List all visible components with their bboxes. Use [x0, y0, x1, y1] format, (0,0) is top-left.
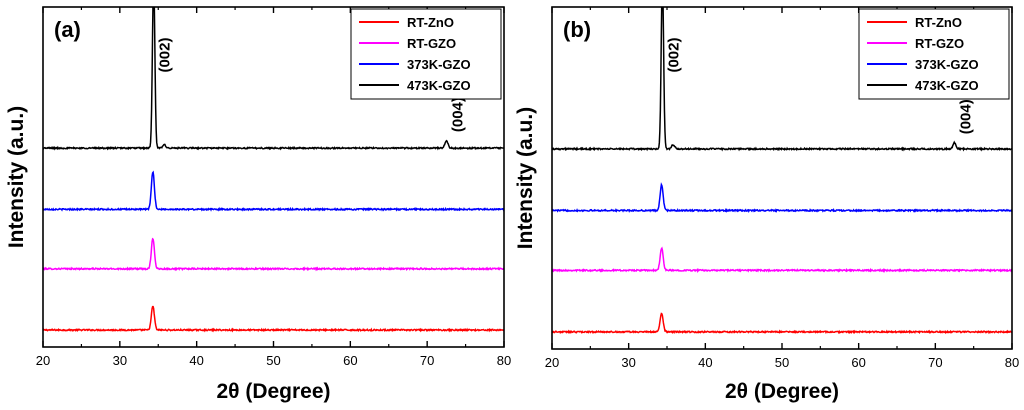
x-tick-label: 70: [420, 353, 434, 368]
x-axis-title: 2θ (Degree): [725, 380, 839, 403]
panel-a: 20 30 40 50 60 70 80 2θ (Degree) Intensity (a.u.…: [5, 6, 511, 403]
legend-label: 373K-GZO: [407, 57, 471, 72]
series-line-rt-zno: [552, 312, 1012, 335]
legend-label: 473K-GZO: [407, 78, 471, 93]
series-line-473k-gzo: [552, 7, 1012, 152]
series-line-373k-gzo: [552, 182, 1012, 213]
x-tick-label: 40: [698, 355, 712, 370]
legend-label: RT-ZnO: [915, 15, 962, 30]
x-tick-label: 50: [775, 355, 789, 370]
peak-label: (002): [665, 37, 682, 72]
x-axis-title: 2θ (Degree): [216, 380, 330, 403]
series-line-rt-gzo: [552, 246, 1012, 274]
x-tick-label: 40: [189, 353, 203, 368]
panel-label: (b): [563, 17, 591, 42]
legend-label: RT-GZO: [915, 36, 964, 51]
panel-b: 20 30 40 50 60 70 80 2θ (Degree) Intensity (a.u.…: [514, 6, 1019, 403]
panel-label: (a): [54, 17, 81, 42]
x-tick-label: 80: [1005, 355, 1019, 370]
legend-label: RT-GZO: [407, 36, 456, 51]
peak-label: (004): [449, 97, 466, 132]
x-tick-label: 50: [266, 353, 280, 368]
legend-label: 373K-GZO: [915, 57, 979, 72]
series-line-rt-gzo: [43, 237, 504, 272]
x-tick-label: 70: [928, 355, 942, 370]
peak-label: (004): [958, 99, 975, 134]
series-line-473k-gzo: [43, 7, 504, 151]
legend-label: 473K-GZO: [915, 78, 979, 93]
peak-label: (002): [157, 37, 174, 72]
x-tick-label: 60: [343, 353, 357, 368]
series-line-373k-gzo: [43, 170, 504, 212]
legend-label: RT-ZnO: [407, 15, 454, 30]
x-tick-label: 30: [113, 353, 127, 368]
x-tick-label: 60: [851, 355, 865, 370]
x-tick-label: 20: [36, 353, 50, 368]
y-axis-title: Intensity (a.u.): [5, 106, 28, 248]
x-tick-label: 20: [545, 355, 559, 370]
y-axis-title: Intensity (a.u.): [514, 107, 537, 249]
x-tick-label: 30: [621, 355, 635, 370]
x-tick-label: 80: [497, 353, 511, 368]
series-line-rt-zno: [43, 305, 504, 333]
